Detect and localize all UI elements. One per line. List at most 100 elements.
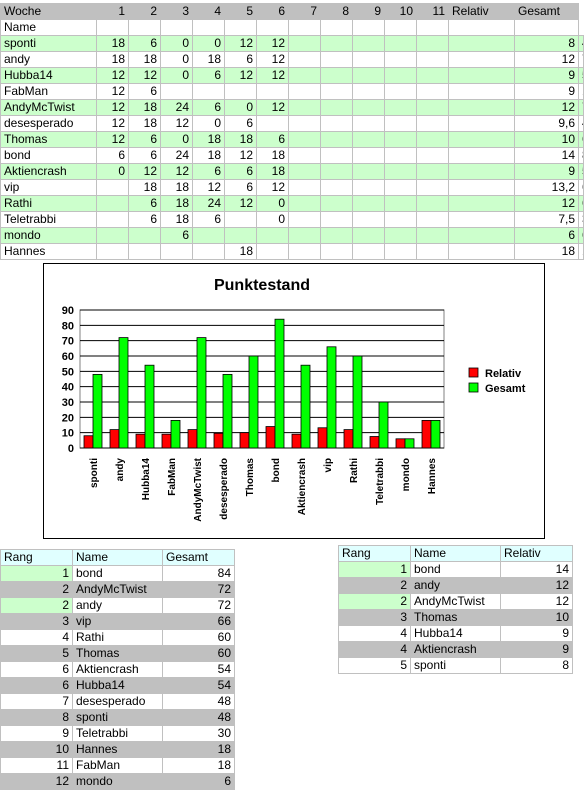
week-score: 0 bbox=[224, 99, 257, 116]
week-score bbox=[192, 243, 225, 260]
rank-value: 18 bbox=[162, 741, 235, 758]
y-tick-label: 90 bbox=[62, 305, 74, 317]
rank-name: Teletrabbi bbox=[72, 725, 163, 742]
week-score bbox=[320, 115, 353, 132]
week-score bbox=[384, 131, 417, 148]
bar-relativ bbox=[213, 432, 224, 449]
y-tick-label: 50 bbox=[62, 366, 74, 378]
bar-gesamt bbox=[430, 419, 441, 449]
rank-number: 3 bbox=[338, 609, 411, 626]
week-score bbox=[416, 243, 449, 260]
rank-value: 12 bbox=[500, 577, 573, 594]
week-score bbox=[352, 147, 385, 164]
rank-header-row: Rang Name Gesamt bbox=[0, 549, 235, 566]
gesamt-value: 6 bbox=[578, 227, 584, 244]
week-score bbox=[288, 211, 321, 228]
rank-name: sponti bbox=[72, 709, 163, 726]
empty-cell bbox=[96, 19, 129, 36]
rank-table-gesamt: Rang Name Gesamt 1 bond 84 2 AndyMcTwist 72 2 andy… bbox=[0, 549, 235, 790]
rank-header-cell: Name bbox=[72, 549, 163, 566]
rank-name: desesperado bbox=[72, 693, 163, 710]
bar-gesamt bbox=[248, 355, 259, 449]
rank-number: 9 bbox=[0, 725, 73, 742]
week-score bbox=[224, 83, 257, 100]
week-score bbox=[320, 227, 353, 244]
gesamt-value: 30 bbox=[578, 211, 584, 228]
rank-header-cell: Rang bbox=[338, 545, 411, 562]
rank-row: 6 Hubba14 54 bbox=[0, 677, 235, 694]
relativ-value: 14 bbox=[514, 147, 579, 164]
rank-value: 84 bbox=[162, 565, 235, 582]
rank-row: 1 bond 14 bbox=[338, 561, 573, 578]
week-score: 0 bbox=[160, 35, 193, 52]
week-score: 6 bbox=[128, 211, 161, 228]
week-score bbox=[224, 227, 257, 244]
week-score bbox=[352, 211, 385, 228]
rank-value: 72 bbox=[162, 581, 235, 598]
rank-number: 7 bbox=[0, 693, 73, 710]
player-row: Hannes181818 bbox=[0, 243, 584, 260]
header-cell: 7 bbox=[288, 3, 321, 20]
week-score: 12 bbox=[128, 163, 161, 180]
player-name: Rathi bbox=[0, 195, 97, 212]
week-score bbox=[448, 131, 515, 148]
week-score bbox=[320, 35, 353, 52]
week-score bbox=[384, 179, 417, 196]
relativ-value: 10 bbox=[514, 131, 579, 148]
player-row: Hubba141212061212954 bbox=[0, 67, 584, 84]
rank-value: 66 bbox=[162, 613, 235, 630]
week-score bbox=[448, 115, 515, 132]
week-score bbox=[384, 115, 417, 132]
relativ-value: 12 bbox=[514, 99, 579, 116]
week-score bbox=[256, 227, 289, 244]
bar-relativ bbox=[395, 438, 406, 449]
week-score bbox=[288, 163, 321, 180]
relativ-value: 6 bbox=[514, 227, 579, 244]
week-score: 18 bbox=[128, 179, 161, 196]
rank-name: Thomas bbox=[410, 609, 501, 626]
bar-gesamt bbox=[404, 438, 415, 449]
legend-swatch bbox=[468, 367, 479, 378]
rank-number: 11 bbox=[0, 757, 73, 774]
rank-number: 8 bbox=[0, 709, 73, 726]
week-score bbox=[256, 243, 289, 260]
rank-name: bond bbox=[410, 561, 501, 578]
bar-gesamt bbox=[378, 401, 389, 449]
x-tick-label: Aktiencrash bbox=[297, 458, 308, 515]
week-score: 12 bbox=[256, 179, 289, 196]
rank-value: 30 bbox=[162, 725, 235, 742]
y-tick-label: 0 bbox=[68, 443, 74, 455]
relativ-value: 9 bbox=[514, 163, 579, 180]
y-tick-label: 60 bbox=[62, 351, 74, 363]
week-score: 12 bbox=[160, 115, 193, 132]
rank-number: 2 bbox=[338, 577, 411, 594]
week-score bbox=[352, 51, 385, 68]
week-score bbox=[352, 83, 385, 100]
header-cell: 3 bbox=[160, 3, 193, 20]
rank-row: 7 desesperado 48 bbox=[0, 693, 235, 710]
empty-cell bbox=[256, 19, 289, 36]
week-score: 0 bbox=[256, 195, 289, 212]
rank-row: 5 sponti 8 bbox=[338, 657, 573, 674]
week-score: 24 bbox=[192, 195, 225, 212]
week-score bbox=[352, 179, 385, 196]
bar-relativ bbox=[421, 419, 432, 449]
x-tick-label: desesperado bbox=[219, 458, 230, 520]
name-label: Name bbox=[0, 19, 97, 36]
player-name: Aktiencrash bbox=[0, 163, 97, 180]
week-score: 6 bbox=[192, 211, 225, 228]
relativ-value: 12 bbox=[514, 51, 579, 68]
week-score bbox=[448, 35, 515, 52]
gesamt-value: 72 bbox=[578, 99, 584, 116]
week-score bbox=[384, 227, 417, 244]
week-score bbox=[96, 227, 129, 244]
rank-row: 2 andy 12 bbox=[338, 577, 573, 594]
week-score bbox=[416, 227, 449, 244]
gesamt-value: 48 bbox=[578, 115, 584, 132]
rank-row: 6 Aktiencrash 54 bbox=[0, 661, 235, 678]
week-score bbox=[320, 83, 353, 100]
week-score bbox=[320, 51, 353, 68]
rank-value: 54 bbox=[162, 661, 235, 678]
player-row: Rathi618241201260 bbox=[0, 195, 584, 212]
rank-number: 2 bbox=[0, 581, 73, 598]
